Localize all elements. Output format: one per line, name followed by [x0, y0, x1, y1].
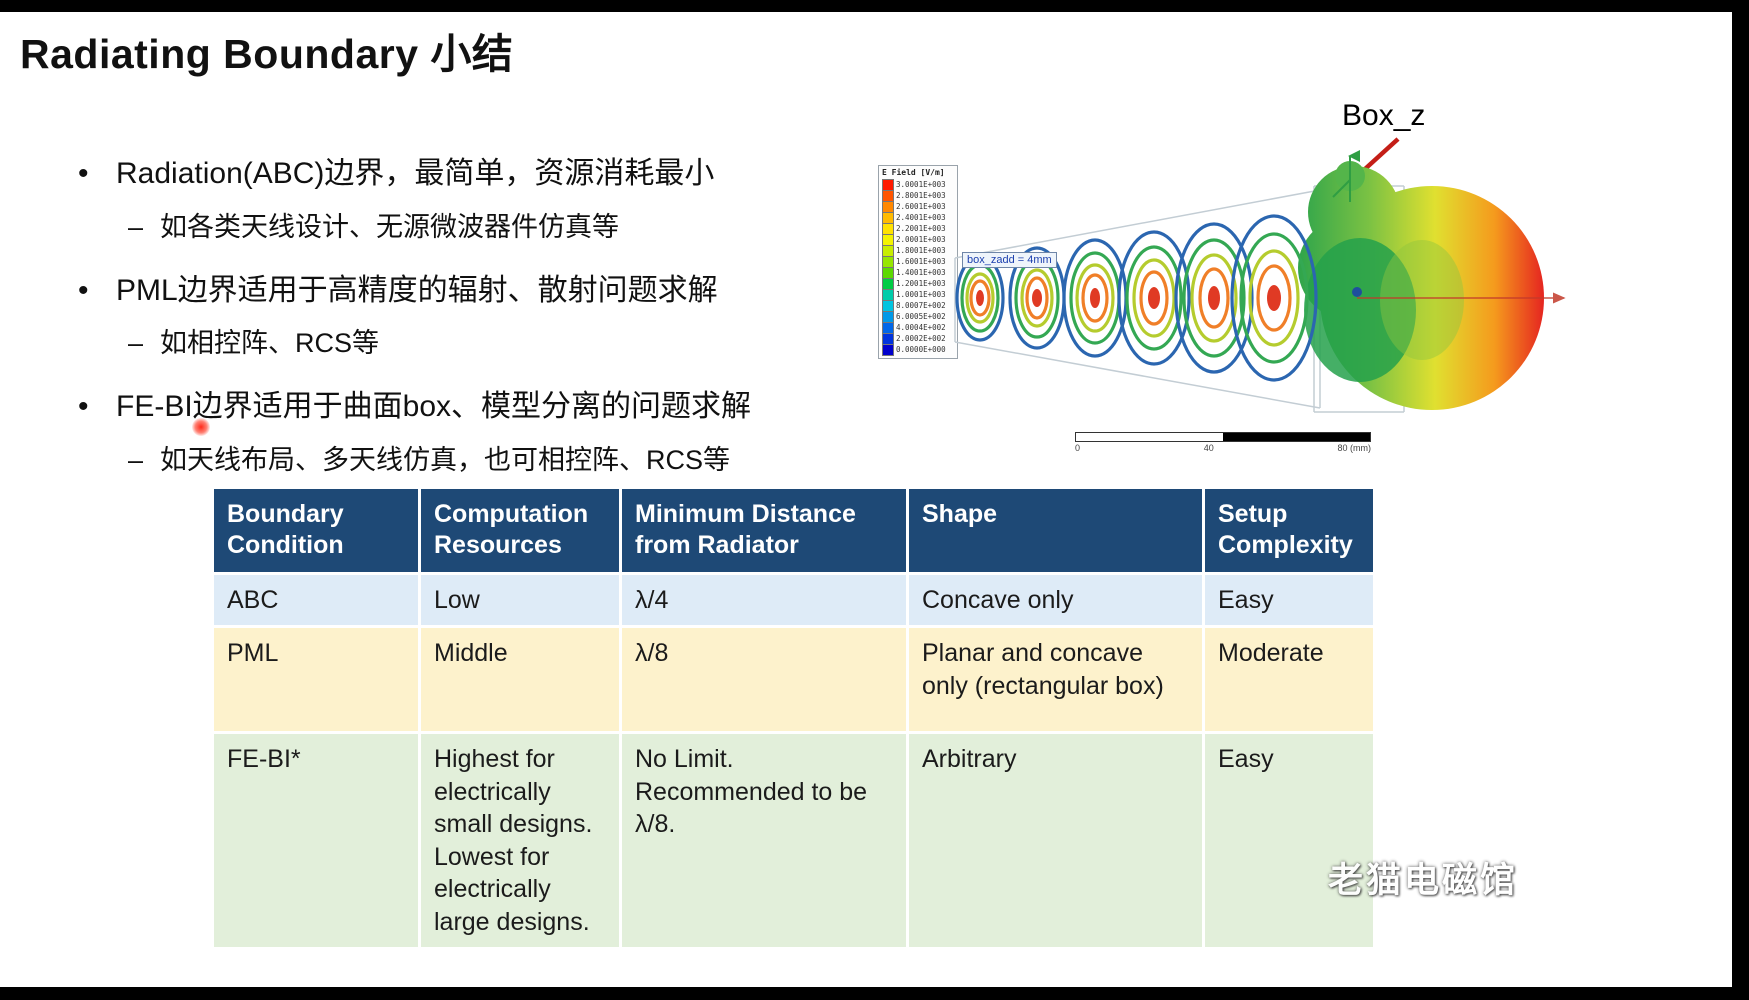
- colorbar-row: 1.8001E+003: [882, 244, 955, 257]
- scale-bar: 0 40 80 (mm): [1075, 432, 1371, 453]
- colorbar-value: 0.0000E+000: [896, 345, 946, 354]
- sub-bullet-marker: –: [128, 211, 144, 242]
- letterbox-bottom: [0, 987, 1749, 1000]
- table-header-cell: Boundary Condition: [214, 489, 418, 572]
- colorbar-value: 2.2001E+003: [896, 224, 946, 233]
- table-cell: Concave only: [909, 574, 1202, 625]
- scale-label-end: 80 (mm): [1337, 443, 1372, 453]
- watermark: 老猫电磁馆: [1328, 861, 1519, 900]
- colorbar-value: 2.4001E+003: [896, 213, 946, 222]
- table-row-febi: FE-BI* Highest for electrically small de…: [214, 734, 1373, 947]
- scale-bar-filled-half: [1223, 433, 1370, 441]
- table-cell: No Limit. Recommended to be λ/8.: [622, 734, 906, 947]
- bullet-text: PML边界适用于高精度的辐射、散射问题求解: [116, 273, 718, 307]
- bullet-marker: •: [78, 273, 89, 307]
- table-header-row: Boundary Condition Computation Resources…: [214, 489, 1373, 572]
- colorbar-row: 8.0007E+002: [882, 299, 955, 312]
- scale-label-mid: 40: [1203, 443, 1214, 453]
- table-cell: λ/8: [622, 628, 906, 731]
- colorbar-row: 2.4001E+003: [882, 211, 955, 224]
- colorbar-row: 2.6001E+003: [882, 200, 955, 213]
- table-cell: Low: [421, 574, 619, 625]
- colorbar-row: 1.2001E+003: [882, 277, 955, 290]
- letterbox-top: [0, 0, 1749, 12]
- bullet-marker: •: [78, 390, 89, 424]
- colorbar-value: 3.0001E+003: [896, 180, 946, 189]
- letterbox-right: [1732, 0, 1749, 1000]
- colorbar-row: 2.2001E+003: [882, 222, 955, 235]
- colorbar-value: 1.0001E+003: [896, 290, 946, 299]
- colorbar-value: 2.0002E+002: [896, 334, 946, 343]
- bullet-item-1: • Radiation(ABC)边界，最简单，资源消耗最小: [78, 152, 878, 196]
- box-zadd-annotation: box_zadd = 4mm: [962, 252, 1057, 268]
- colorbar-value: 2.6001E+003: [896, 202, 946, 211]
- colorbar-value: 8.0007E+002: [896, 301, 946, 310]
- colorbar-value: 2.8001E+003: [896, 191, 946, 200]
- sub-bullet-text: 如各类天线设计、无源微波器件仿真等: [160, 211, 619, 242]
- bullet-item-2: • PML边界适用于高精度的辐射、散射问题求解: [78, 269, 878, 313]
- box-z-label: Box_z: [1342, 99, 1426, 132]
- simulation-plot: [954, 150, 1566, 413]
- colorbar-value: 1.8001E+003: [896, 246, 946, 255]
- colorbar-value: 1.6001E+003: [896, 257, 946, 266]
- colorbar-value: 2.0001E+003: [896, 235, 946, 244]
- sub-bullet-text: 如天线布局、多天线仿真，也可相控阵、RCS等: [160, 444, 731, 475]
- table-cell: Arbitrary: [909, 734, 1202, 947]
- colorbar-swatch: [882, 343, 894, 356]
- simulation-figure: Box_z E Field [V/m] 3.0001E+003 2.8001E+…: [870, 95, 1580, 460]
- sub-bullet-item-1: – 如各类天线设计、无源微波器件仿真等: [128, 208, 878, 247]
- sub-bullet-item-3: – 如天线布局、多天线仿真，也可相控阵、RCS等: [128, 441, 878, 480]
- table-cell: FE-BI*: [214, 734, 418, 947]
- bullet-marker: •: [78, 157, 89, 190]
- sub-bullet-marker: –: [128, 328, 144, 359]
- table-header-cell: Minimum Distance from Radiator: [622, 489, 906, 572]
- table-cell: PML: [214, 628, 418, 731]
- page-title: Radiating Boundary 小结: [20, 31, 514, 77]
- colorbar-row: 1.4001E+003: [882, 266, 955, 279]
- colorbar-row: 2.0002E+002: [882, 332, 955, 345]
- colorbar-value: 4.0004E+002: [896, 323, 946, 332]
- efield-legend: E Field [V/m] 3.0001E+003 2.8001E+003 2.…: [878, 165, 958, 359]
- table-cell: Planar and concave only (rectangular box…: [909, 628, 1202, 731]
- table-cell: Highest for electrically small designs. …: [421, 734, 619, 947]
- colorbar-row: 2.0001E+003: [882, 233, 955, 246]
- colorbar-row: 3.0001E+003: [882, 178, 955, 191]
- legend-title: E Field [V/m]: [882, 168, 945, 177]
- table-row-pml: PML Middle λ/8 Planar and concave only (…: [214, 628, 1373, 731]
- table-cell: Easy: [1205, 734, 1373, 947]
- table-header-cell: Setup Complexity: [1205, 489, 1373, 572]
- colorbar-row: 0.0000E+000: [882, 343, 955, 356]
- colorbar-value: 6.0005E+002: [896, 312, 946, 321]
- table-cell: λ/4: [622, 574, 906, 625]
- colorbar-row: 6.0005E+002: [882, 310, 955, 323]
- bullet-text: FE-BI边界适用于曲面box、模型分离的问题求解: [116, 390, 752, 424]
- scale-bar-track: [1075, 432, 1371, 442]
- sub-bullet-marker: –: [128, 444, 144, 475]
- table-cell: ABC: [214, 574, 418, 625]
- scale-label-start: 0: [1075, 443, 1081, 453]
- table-header-cell: Computation Resources: [421, 489, 619, 572]
- table-cell: Middle: [421, 628, 619, 731]
- colorbar-value: 1.2001E+003: [896, 279, 946, 288]
- table-row-abc: ABC Low λ/4 Concave only Easy: [214, 574, 1373, 625]
- colorbar-row: 4.0004E+002: [882, 321, 955, 334]
- colorbar-row: 2.8001E+003: [882, 189, 955, 202]
- boundary-comparison-table: Boundary Condition Computation Resources…: [211, 486, 1376, 950]
- bullet-list: • Radiation(ABC)边界，最简单，资源消耗最小 – 如各类天线设计、…: [78, 152, 878, 502]
- table-header-cell: Shape: [909, 489, 1202, 572]
- colorbar-row: 1.0001E+003: [882, 288, 955, 301]
- sub-bullet-text: 如相控阵、RCS等: [160, 328, 380, 359]
- colorbar-row: 1.6001E+003: [882, 255, 955, 268]
- colorbar-value: 1.4001E+003: [896, 268, 946, 277]
- bullet-item-3: • FE-BI边界适用于曲面box、模型分离的问题求解: [78, 385, 878, 429]
- bullet-text: Radiation(ABC)边界，最简单，资源消耗最小: [116, 157, 715, 190]
- table-cell: Moderate: [1205, 628, 1373, 731]
- laser-pointer-dot: [192, 418, 210, 436]
- sub-bullet-item-2: – 如相控阵、RCS等: [128, 324, 878, 363]
- table-cell: Easy: [1205, 574, 1373, 625]
